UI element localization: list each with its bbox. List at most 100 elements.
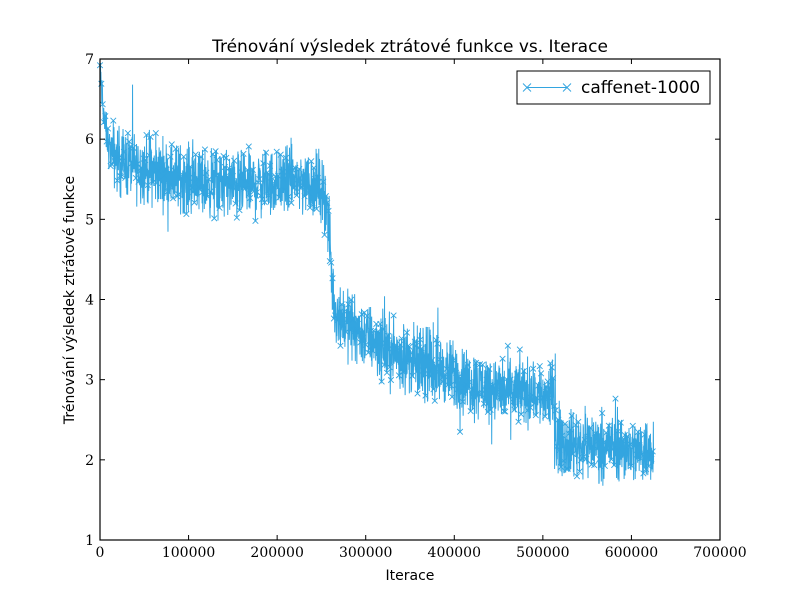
series-marker xyxy=(338,301,345,308)
series-marker xyxy=(289,166,296,173)
series-marker xyxy=(526,399,533,406)
series-marker xyxy=(459,398,466,405)
series-marker xyxy=(123,164,130,171)
series-marker xyxy=(341,308,348,315)
series-marker xyxy=(626,441,634,448)
legend-x-mark xyxy=(522,83,532,92)
series-marker xyxy=(397,341,404,348)
series-marker xyxy=(120,148,128,156)
series-marker xyxy=(559,432,566,439)
series-marker xyxy=(229,172,236,180)
series-marker xyxy=(511,406,518,413)
series-marker xyxy=(298,184,306,191)
series-marker xyxy=(265,192,272,199)
series-marker xyxy=(365,349,372,356)
ticks-layer: 0 100000 200000 300000 400000 500000 600000 700… xyxy=(85,52,747,561)
series-marker xyxy=(519,395,526,402)
x-tick-label: 500000 xyxy=(516,545,569,561)
series-marker xyxy=(575,418,582,426)
series-marker xyxy=(516,346,523,353)
series-marker xyxy=(514,371,521,378)
series-marker xyxy=(257,192,264,199)
series-marker xyxy=(336,315,343,323)
series-marker xyxy=(571,443,578,450)
series-marker xyxy=(264,169,271,176)
series-marker xyxy=(122,174,129,181)
series-marker xyxy=(163,166,170,173)
series-marker xyxy=(329,275,336,282)
y-tick-label: 4 xyxy=(85,293,94,309)
series-marker xyxy=(611,461,618,469)
series-marker xyxy=(244,166,251,174)
series-marker xyxy=(548,364,555,371)
series-marker xyxy=(136,168,143,175)
series-marker xyxy=(188,184,195,191)
series-marker xyxy=(648,455,655,463)
series-marker xyxy=(306,204,314,211)
x-axis-label: Iterace xyxy=(386,568,435,584)
series-marker xyxy=(337,342,344,349)
series-marker xyxy=(172,145,179,153)
series-marker xyxy=(557,463,565,471)
series-marker xyxy=(160,172,167,179)
series-marker xyxy=(249,166,256,174)
series-marker xyxy=(539,394,546,401)
y-tick-label: 7 xyxy=(85,52,94,68)
series-marker xyxy=(237,175,244,182)
y-tick-label: 5 xyxy=(85,212,94,228)
series-marker xyxy=(479,361,486,368)
series-marker xyxy=(629,422,636,429)
series-marker xyxy=(632,440,639,447)
series-marker xyxy=(292,164,299,172)
series-marker xyxy=(409,372,416,379)
series-marker xyxy=(433,336,440,344)
series-marker xyxy=(498,382,505,389)
x-tick-label: 200000 xyxy=(250,545,303,561)
series-marker xyxy=(607,433,614,440)
series-marker xyxy=(464,361,472,369)
series-marker xyxy=(398,335,405,342)
series-marker xyxy=(597,448,604,456)
series-marker xyxy=(346,308,353,315)
series-marker xyxy=(620,436,627,443)
series-marker xyxy=(221,163,229,171)
series-marker xyxy=(452,369,460,376)
series-marker xyxy=(294,180,302,188)
series-marker xyxy=(387,376,395,384)
series-marker xyxy=(612,395,619,402)
legend-x-mark xyxy=(562,83,572,92)
series-marker xyxy=(223,154,230,161)
series-marker xyxy=(472,359,480,366)
series-marker xyxy=(456,428,464,435)
series-marker xyxy=(310,164,318,172)
series-marker xyxy=(216,204,223,211)
series-marker xyxy=(649,448,656,455)
series-marker xyxy=(193,175,201,183)
series-marker xyxy=(261,199,268,206)
series-marker xyxy=(419,367,426,374)
series-marker xyxy=(418,345,425,352)
series-marker xyxy=(576,468,583,475)
series-marker xyxy=(224,173,231,180)
series-marker xyxy=(422,392,429,399)
series-marker xyxy=(272,173,279,180)
series-marker xyxy=(482,386,489,394)
series-marker xyxy=(183,210,190,218)
series-marker xyxy=(638,451,646,458)
series-marker xyxy=(102,113,109,120)
series-marker xyxy=(320,178,327,185)
series-marker xyxy=(276,194,283,201)
series-marker xyxy=(152,129,159,137)
series-marker xyxy=(220,152,227,160)
series-marker xyxy=(232,200,239,207)
series-marker xyxy=(187,163,194,170)
series-marker xyxy=(197,153,205,160)
series-marker xyxy=(340,323,347,330)
series-marker xyxy=(142,156,149,164)
series-marker xyxy=(240,150,247,157)
series-marker xyxy=(371,338,379,346)
series-marker xyxy=(402,358,409,365)
series-marker xyxy=(285,193,292,200)
series-marker xyxy=(431,397,438,404)
series-marker xyxy=(104,125,112,132)
